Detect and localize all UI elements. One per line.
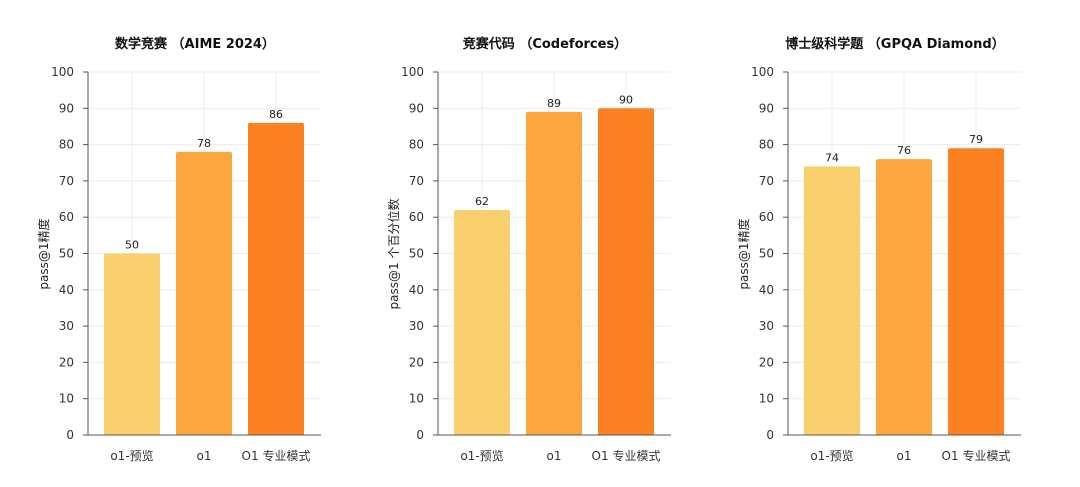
- y-tick-label: 90: [59, 101, 74, 115]
- bar-1: [804, 166, 860, 435]
- y-tick-label: 70: [759, 174, 774, 188]
- bar-2: [876, 159, 932, 435]
- y-tick-label: 20: [759, 355, 774, 369]
- y-tick-label: 40: [59, 283, 74, 297]
- y-tick-label: 10: [409, 392, 424, 406]
- bar-value-label: 76: [897, 144, 911, 157]
- y-tick-label: 100: [401, 65, 424, 79]
- y-axis-label: pass@1精度: [736, 218, 751, 289]
- chart-title: 数学竞赛 （AIME 2024）: [115, 36, 275, 52]
- y-tick-label: 40: [759, 283, 774, 297]
- chart-codeforces: 竞赛代码 （Codeforces） 0 10 20 30 40 50 60 70 80 90 100 6…: [386, 36, 671, 463]
- bar-value-label: 74: [825, 151, 839, 164]
- chart-aime-2024: 数学竞赛 （AIME 2024） 0 10 20 30 40 50 60 70 80 90 100 50…: [36, 36, 321, 463]
- chart-gpqa-diamond: 博士级科学题 （GPQA Diamond） 0 10 20 30 40 50 60 70 80 90…: [736, 36, 1021, 463]
- bar-value-label: 89: [547, 97, 561, 110]
- x-category-label: O1 专业模式: [592, 448, 661, 463]
- y-tick-label: 60: [59, 210, 74, 224]
- y-tick-label: 10: [759, 392, 774, 406]
- y-tick-label: 100: [51, 65, 74, 79]
- bar-value-label: 50: [125, 239, 139, 252]
- y-tick-label: 50: [59, 247, 74, 261]
- bar-value-label: 62: [475, 195, 489, 208]
- bar-value-label: 90: [619, 93, 633, 106]
- y-tick-label: 80: [409, 138, 424, 152]
- chart-title: 竞赛代码 （Codeforces）: [463, 36, 627, 52]
- y-tick-label: 100: [751, 65, 774, 79]
- x-category-label: o1: [197, 449, 212, 463]
- chart-title: 博士级科学题 （GPQA Diamond）: [785, 36, 1004, 52]
- x-category-label: o1: [547, 449, 562, 463]
- y-tick-label: 40: [409, 283, 424, 297]
- y-axis-label: pass@1 个百分位数: [386, 199, 401, 310]
- y-tick-label: 0: [416, 428, 424, 442]
- bar-1: [454, 209, 510, 435]
- y-tick-label: 30: [409, 319, 424, 333]
- y-tick-label: 0: [766, 428, 774, 442]
- y-tick-label: 20: [59, 355, 74, 369]
- y-tick-label: 50: [409, 247, 424, 261]
- bar-3: [248, 122, 304, 435]
- y-tick-label: 50: [759, 247, 774, 261]
- bar-2: [526, 111, 582, 436]
- y-tick-label: 70: [59, 174, 74, 188]
- y-tick-label: 30: [759, 319, 774, 333]
- y-tick-label: 80: [59, 138, 74, 152]
- bar-3: [598, 108, 654, 436]
- y-tick-label: 10: [59, 392, 74, 406]
- y-tick-label: 90: [409, 101, 424, 115]
- y-tick-label: 60: [759, 210, 774, 224]
- x-category-label: O1 专业模式: [942, 448, 1011, 463]
- bar-value-label: 86: [269, 108, 283, 121]
- y-tick-label: 20: [409, 355, 424, 369]
- bar-value-label: 79: [969, 133, 983, 146]
- y-axis-label: pass@1精度: [36, 218, 51, 289]
- bar-2: [176, 151, 232, 436]
- x-category-label: o1: [897, 449, 912, 463]
- bar-1: [104, 253, 160, 435]
- bar-3: [948, 148, 1004, 436]
- bar-value-label: 78: [197, 137, 211, 150]
- y-tick-label: 70: [409, 174, 424, 188]
- y-tick-label: 60: [409, 210, 424, 224]
- x-category-label: O1 专业模式: [242, 448, 311, 463]
- x-category-label: o1-预览: [110, 448, 153, 463]
- y-tick-label: 30: [59, 319, 74, 333]
- y-tick-label: 90: [759, 101, 774, 115]
- y-tick-label: 80: [759, 138, 774, 152]
- x-category-label: o1-预览: [460, 448, 503, 463]
- y-tick-label: 0: [66, 428, 74, 442]
- x-category-label: o1-预览: [810, 448, 853, 463]
